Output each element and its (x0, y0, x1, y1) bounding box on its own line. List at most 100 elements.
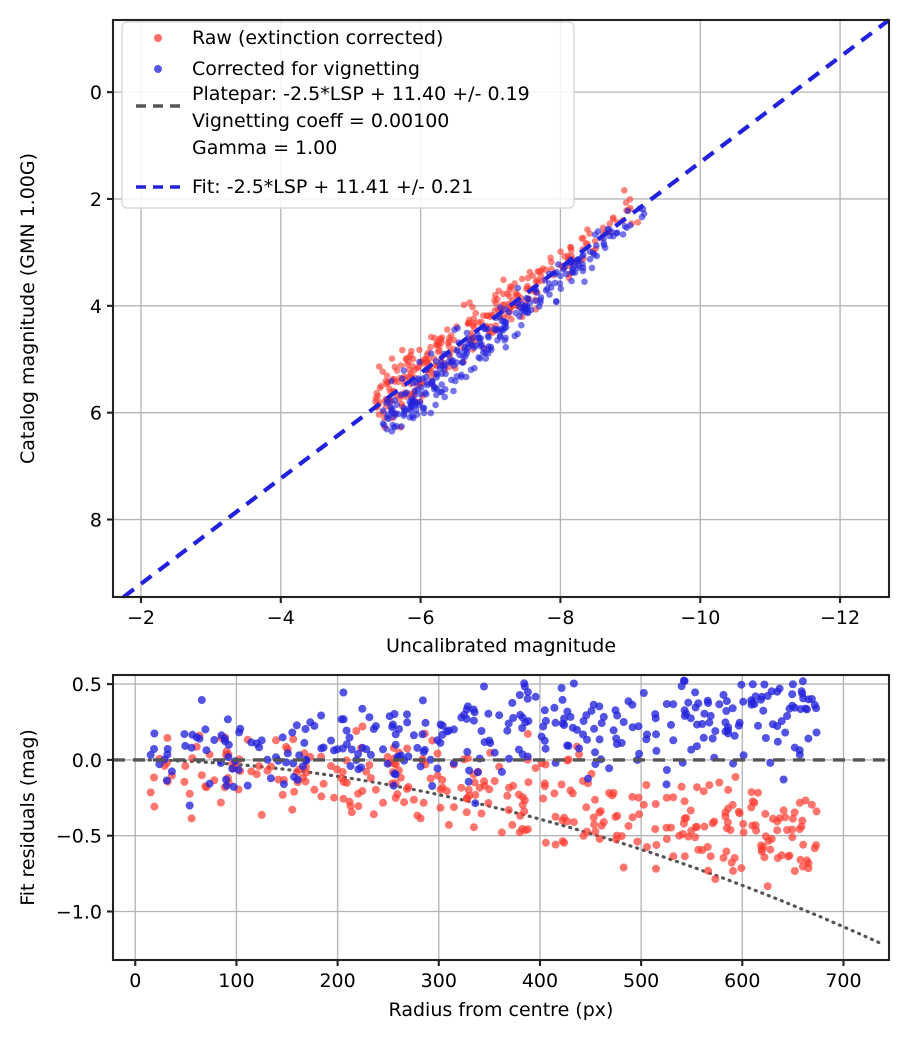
data-point (532, 297, 539, 305)
data-point (557, 684, 566, 692)
data-point (551, 812, 560, 821)
data-point (288, 728, 297, 737)
data-point (597, 719, 606, 728)
data-point (403, 710, 411, 719)
data-point (768, 720, 777, 729)
legend-label-0: Raw (extinction corrected) (192, 27, 443, 49)
data-point (617, 739, 626, 747)
panel1-xlabel: Uncalibrated magnitude (386, 635, 616, 657)
data-point (197, 696, 206, 704)
data-point (737, 680, 746, 689)
data-point (390, 769, 399, 778)
data-point (375, 363, 383, 370)
data-point (466, 299, 473, 306)
data-point (518, 724, 527, 732)
data-point (511, 332, 518, 340)
data-point (669, 736, 678, 745)
data-point (469, 823, 478, 832)
data-point (569, 269, 577, 276)
data-point (639, 800, 648, 809)
data-point (575, 750, 584, 759)
data-point (463, 702, 472, 711)
data-point (427, 409, 435, 417)
data-point (546, 291, 553, 298)
data-point (591, 760, 600, 769)
data-point (444, 339, 452, 347)
data-point (497, 767, 506, 776)
data-point (484, 709, 493, 718)
data-point (540, 782, 549, 791)
data-point (606, 232, 614, 240)
legend-entry-2[interactable]: Platepar: -2.5*LSP + 11.40 +/- 0.19 Vigne… (136, 83, 530, 159)
data-point (181, 741, 190, 750)
data-point (441, 393, 449, 401)
legend-label-2-2: Gamma = 1.00 (192, 137, 337, 159)
panel-photometric-calibration: −2 −4 −6 −8 −10 −12 0 2 4 6 8 Uncalibrated magnitud… (17, 18, 891, 657)
data-point (427, 350, 435, 357)
data-point (369, 810, 378, 819)
data-point (432, 401, 439, 409)
data-point (754, 721, 762, 730)
data-point (638, 213, 646, 221)
data-point (295, 751, 304, 760)
data-point (327, 762, 335, 770)
data-point (628, 723, 637, 732)
data-point (503, 791, 512, 800)
data-point (292, 721, 301, 730)
data-point (289, 735, 298, 744)
data-point (449, 803, 458, 812)
data-point (634, 219, 642, 226)
data-point (442, 370, 449, 378)
data-point (812, 841, 821, 850)
data-point (734, 721, 743, 730)
data-point (155, 760, 164, 769)
data-point (485, 785, 494, 794)
data-point (591, 827, 600, 836)
data-point (236, 724, 245, 733)
data-point (475, 319, 483, 326)
data-point (419, 404, 427, 412)
data-point (391, 740, 400, 749)
data-point (651, 710, 660, 719)
data-point (651, 800, 660, 808)
ytick-label-4: 8 (90, 510, 102, 532)
data-point (635, 749, 644, 758)
data-point (371, 785, 380, 794)
data-point (457, 783, 466, 792)
legend-entry-3[interactable]: Fit: -2.5*LSP + 11.41 +/- 0.21 (136, 176, 473, 198)
data-point (504, 806, 513, 814)
data-point (389, 781, 398, 790)
legend-label-1: Corrected for vignetting (192, 58, 420, 80)
legend-entry-1[interactable]: Corrected for vignetting (154, 58, 420, 80)
xtick2-label-3: 300 (421, 970, 457, 992)
xtick2-label-6: 600 (724, 970, 760, 992)
data-point (579, 730, 587, 739)
data-point (518, 321, 525, 329)
data-point (525, 295, 532, 302)
data-point (288, 805, 297, 814)
data-point (518, 750, 527, 759)
data-point (795, 825, 804, 834)
data-point (234, 765, 243, 774)
data-point (722, 824, 731, 833)
data-point (374, 392, 382, 400)
legend-entry-0[interactable]: Raw (extinction corrected) (154, 27, 443, 49)
data-point (503, 726, 512, 735)
data-point (568, 789, 577, 798)
data-point (501, 337, 509, 344)
data-point (643, 843, 651, 851)
data-point (567, 243, 574, 251)
data-point (467, 366, 475, 374)
data-point (444, 326, 451, 333)
legend-label-3: Fit: -2.5*LSP + 11.41 +/- 0.21 (192, 176, 473, 198)
data-point (613, 811, 622, 820)
data-point (432, 357, 440, 365)
data-point (500, 276, 507, 284)
legend-label-2-0: Platepar: -2.5*LSP + 11.40 +/- 0.19 (192, 83, 530, 105)
data-point (715, 700, 724, 709)
data-point (766, 758, 775, 767)
data-point (748, 698, 757, 707)
data-point (388, 377, 395, 385)
data-point (205, 779, 214, 788)
